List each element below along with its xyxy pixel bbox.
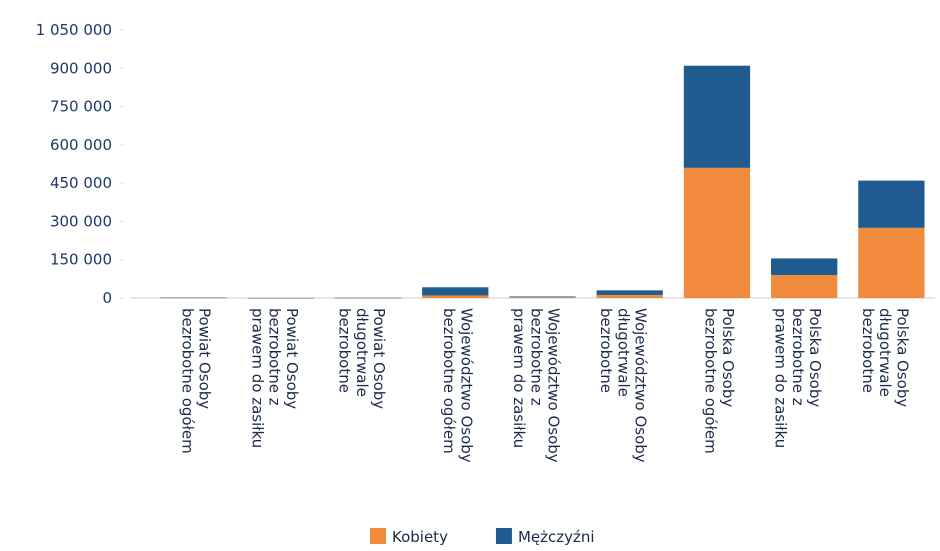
- legend-swatch: [495, 528, 512, 544]
- bar-segment: [509, 296, 576, 298]
- y-axis: 0 150 000 300 000 450 000 600 000 750 000 900 …: [36, 21, 124, 307]
- y-tick-label: 900 000: [50, 59, 112, 77]
- y-tick-label: 300 000: [50, 212, 112, 230]
- x-tick-label: Powiat Osoby bezrobotne ogółem: [178, 308, 213, 454]
- x-tick-label: Powiat Osoby bezrobotne z prawem do zasi…: [248, 308, 301, 448]
- bar-segment: [247, 297, 314, 299]
- y-tick-label: 150 000: [50, 251, 112, 269]
- y-tick-label: 750 000: [50, 98, 112, 116]
- bar-segment: [596, 294, 663, 298]
- bar-segment: [771, 275, 838, 298]
- x-tick-label: Województwo Osoby bezrobotne ogółem: [440, 308, 475, 467]
- bar-segment: [771, 258, 838, 276]
- bar-segment: [422, 295, 489, 298]
- bar-segment: [596, 290, 663, 295]
- legend-label: Kobiety: [392, 528, 448, 546]
- bar-segment: [160, 297, 227, 299]
- bar-segment: [858, 180, 925, 228]
- x-tick-label: Polska Osoby bezrobotne z prawem do zasi…: [772, 308, 825, 448]
- bar-segment: [683, 167, 751, 298]
- bar-segment: [509, 297, 576, 298]
- legend-swatch: [370, 528, 386, 544]
- x-tick-label: Województwo Osoby długotrwale bezrobotne: [597, 308, 650, 467]
- y-tick-label: 1 050 000: [36, 21, 112, 39]
- bar-segment: [683, 65, 751, 168]
- y-tick-label: 0: [102, 289, 112, 307]
- bar-segment: [422, 287, 489, 296]
- legend: Kobiety Mężczyźni: [370, 528, 595, 546]
- x-tick-label: Powiat Osoby długotrwale bezrobotne: [336, 308, 389, 414]
- x-tick-label: Województwo Osoby bezrobotne z prawem do…: [510, 308, 563, 467]
- bar-segment: [858, 227, 925, 298]
- bar-segment: [334, 297, 402, 299]
- y-tick-label: 450 000: [50, 174, 112, 192]
- x-tick-label: Polska Osoby bezrobotne ogółem: [702, 308, 737, 454]
- y-tick-label: 600 000: [50, 136, 112, 154]
- x-tick-label: Polska Osoby długotrwale bezrobotne: [859, 308, 912, 412]
- legend-label: Mężczyźni: [518, 528, 595, 546]
